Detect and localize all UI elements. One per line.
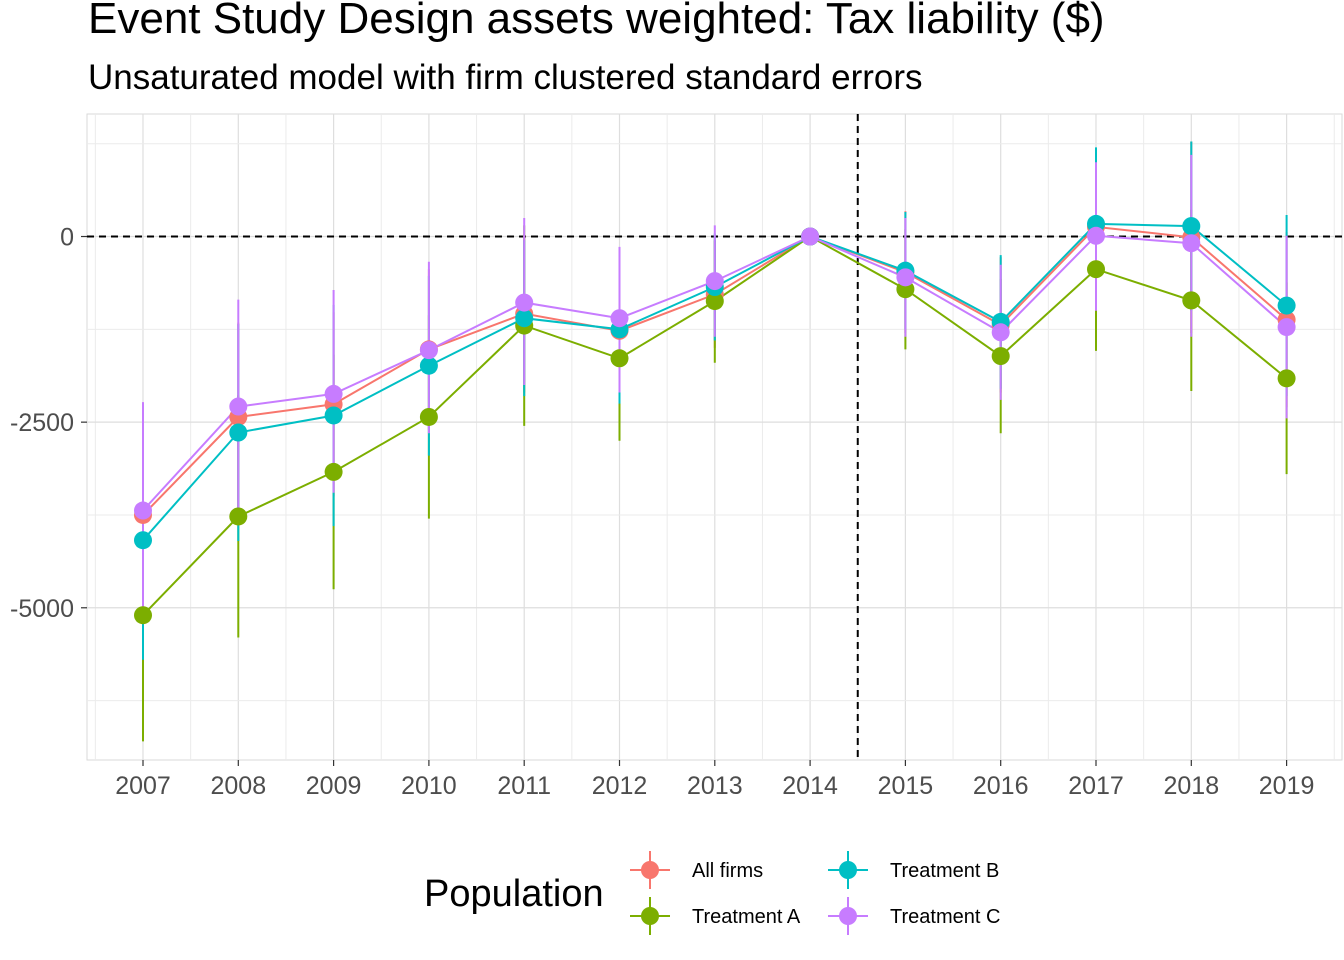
x-tick-label: 2007 xyxy=(115,772,171,800)
legend-key-point-treatment-c xyxy=(839,907,857,925)
data-point-treatment-a xyxy=(1277,369,1296,388)
data-point-treatment-a xyxy=(705,292,724,311)
grid-layer xyxy=(87,114,1342,760)
legend-label-treatment-a: Treatment A xyxy=(692,906,801,928)
x-tick-label: 2012 xyxy=(592,772,648,800)
data-point-treatment-a xyxy=(134,606,152,625)
data-point-treatment-c xyxy=(896,268,915,287)
data-point-treatment-b xyxy=(324,406,343,425)
x-tick-label: 2014 xyxy=(782,772,838,800)
data-point-treatment-a xyxy=(1087,260,1105,279)
x-tick-label: 2015 xyxy=(878,772,934,800)
chart-subtitle: Unsaturated model with firm clustered st… xyxy=(88,58,923,97)
x-tick-label: 2018 xyxy=(1163,772,1219,800)
x-tick-label: 2019 xyxy=(1259,772,1315,800)
data-point-treatment-c xyxy=(1182,234,1201,253)
data-point-treatment-b xyxy=(229,423,248,442)
data-point-treatment-b xyxy=(515,309,534,328)
data-point-treatment-a xyxy=(229,507,248,526)
x-tick-label: 2011 xyxy=(497,772,551,800)
data-point-treatment-b xyxy=(419,356,438,375)
data-point-treatment-a xyxy=(610,349,629,368)
legend-label-all-firms: All firms xyxy=(692,860,763,882)
data-point-treatment-c xyxy=(515,293,534,312)
x-tick-label: 2017 xyxy=(1068,772,1124,800)
data-point-treatment-c xyxy=(229,397,248,416)
data-point-treatment-b xyxy=(1182,217,1201,236)
legend-label-treatment-c: Treatment C xyxy=(890,906,1000,928)
y-tick-label: -2500 xyxy=(10,409,74,437)
legend: Population All firms Treatment A Treatment… xyxy=(424,851,1000,935)
axis-labels: 2007 2008 2009 2010 2011 2012 2013 2014 2015 2016… xyxy=(10,224,1314,800)
legend-key-point-treatment-a xyxy=(641,907,659,925)
x-tick-label: 2016 xyxy=(973,772,1029,800)
x-tick-label: 2010 xyxy=(401,772,457,800)
data-point-treatment-c xyxy=(1087,226,1105,245)
data-point-treatment-a xyxy=(324,462,343,481)
data-point-treatment-c xyxy=(991,323,1010,342)
data-point-treatment-c xyxy=(705,272,724,291)
x-tick-label: 2008 xyxy=(210,772,266,800)
data-point-treatment-b xyxy=(1277,296,1296,315)
x-tick-label: 2009 xyxy=(306,772,362,800)
data-point-treatment-c xyxy=(801,227,820,246)
data-point-treatment-a xyxy=(1182,291,1201,310)
data-point-treatment-c xyxy=(419,341,438,360)
data-point-treatment-a xyxy=(419,407,438,426)
y-tick-label: -5000 xyxy=(10,595,74,623)
data-point-treatment-c xyxy=(324,384,343,403)
chart-title: Event Study Design assets weighted: Tax … xyxy=(88,0,1105,43)
data-point-treatment-c xyxy=(134,501,152,520)
legend-key-point-treatment-b xyxy=(839,861,857,879)
legend-key-point-all-firms xyxy=(641,861,659,879)
legend-label-treatment-b: Treatment B xyxy=(890,860,999,882)
x-tick-label: 2013 xyxy=(687,772,743,800)
data-point-treatment-c xyxy=(1277,318,1296,337)
legend-title: Population xyxy=(424,873,604,915)
data-point-treatment-b xyxy=(134,531,152,550)
data-points xyxy=(134,214,1296,625)
data-point-treatment-a xyxy=(991,347,1010,366)
y-tick-label: 0 xyxy=(60,224,74,252)
data-point-treatment-c xyxy=(610,309,629,328)
